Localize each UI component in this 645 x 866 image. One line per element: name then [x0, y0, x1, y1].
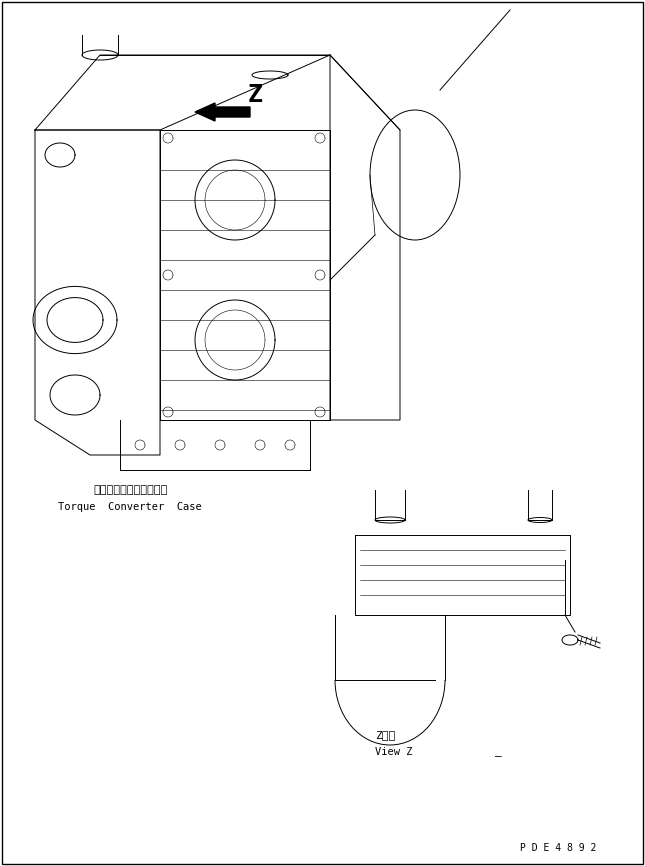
Text: Torque  Converter  Case: Torque Converter Case	[58, 502, 202, 512]
Text: Z　視: Z 視	[375, 730, 395, 740]
Text: _: _	[495, 747, 502, 757]
Text: P D E 4 8 9 2: P D E 4 8 9 2	[520, 843, 597, 853]
Text: トルクコンバータケース: トルクコンバータケース	[93, 485, 167, 495]
Text: Z: Z	[248, 83, 263, 107]
Text: View Z: View Z	[375, 747, 413, 757]
FancyArrow shape	[195, 103, 250, 121]
